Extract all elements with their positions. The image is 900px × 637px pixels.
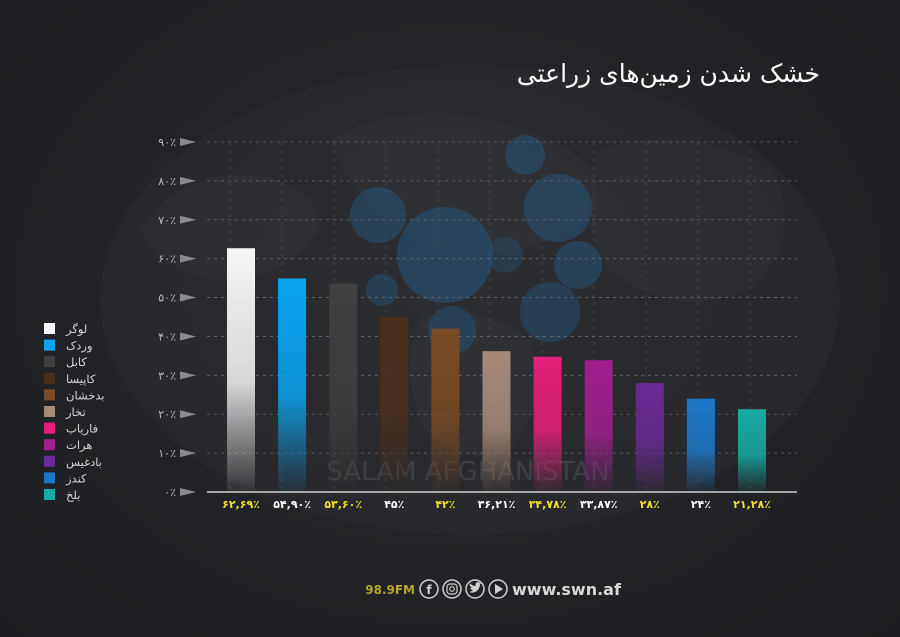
bars (227, 248, 766, 492)
y-tick-label: ۸۰٪ (158, 175, 176, 188)
bar-3 (329, 283, 358, 492)
y-tick-label: ۷۰٪ (158, 214, 176, 227)
radio-frequency: 98.9FM (365, 583, 415, 597)
y-tick-arrow (180, 254, 196, 263)
bar-2 (278, 278, 307, 492)
y-tick-arrow (180, 293, 196, 302)
y-tick-label: ۰٪ (164, 486, 176, 499)
bar-7 (533, 356, 562, 492)
y-tick-label: ۳۰٪ (158, 369, 176, 382)
bar-11 (738, 409, 766, 492)
legend-swatch (44, 472, 55, 484)
legend-swatch (44, 422, 55, 434)
legend-label: تخار (65, 405, 86, 420)
facebook-icon[interactable]: f (419, 579, 439, 599)
y-tick-arrow (180, 410, 196, 419)
y-tick-label: ۵۰٪ (158, 292, 176, 305)
value-label: ۳۴,۷۸٪ (529, 498, 567, 511)
legend-item: تخار (44, 405, 86, 420)
value-label: ۳۶,۲۱٪ (478, 498, 516, 511)
legend-swatch (44, 372, 55, 384)
legend-swatch (44, 339, 55, 351)
value-label: ۲۴٪ (691, 498, 711, 511)
legend-swatch (44, 489, 55, 500)
footer: 98.9FM f www.swn.af (365, 579, 622, 599)
value-label: ۵۴,۹۰٪ (273, 498, 311, 511)
bar-6 (482, 351, 511, 492)
bar-8 (584, 360, 613, 492)
value-label: ۶۲,۶۹٪ (222, 498, 260, 511)
bar-1 (227, 248, 255, 492)
value-labels: ۶۲,۶۹٪ ۵۴,۹۰٪ ۵۳,۶۰٪ ۴۵٪ ۴۲٪ ۳۶,۲۱٪ ۳۴,۷۸٪ ۳۳,۸… (222, 498, 771, 511)
legend-item: کابل (44, 355, 87, 369)
twitter-icon[interactable] (465, 579, 485, 599)
legend-item: کندز (44, 471, 87, 486)
legend-item: وردک (44, 339, 93, 354)
y-tick-arrow (180, 138, 196, 146)
y-tick-arrow (180, 176, 196, 185)
value-label: ۴۲٪ (435, 498, 455, 511)
value-label: ۴۵٪ (384, 498, 404, 511)
legend-label: لوگر (65, 322, 87, 337)
legend-item: لوگر (44, 322, 87, 337)
bar-9 (635, 383, 664, 492)
website-link[interactable]: www.swn.af (512, 580, 622, 599)
y-axis: ۰٪ ۱۰٪ ۲۰٪ ۳۰٪ ۴۰٪ ۵۰٪ ۶۰٪ ۷۰٪ ۸۰٪ ۹۰٪ (158, 136, 196, 499)
legend-item: بلخ (44, 488, 80, 502)
bar-4 (380, 317, 409, 492)
y-tick-label: ۴۰٪ (158, 330, 176, 343)
legend-label: کاپیسا (66, 372, 96, 386)
legend-item: هرات (44, 438, 92, 453)
y-tick-label: ۱۰٪ (158, 447, 176, 460)
y-tick-arrow (180, 371, 196, 380)
y-tick-arrow (180, 215, 196, 224)
watermark-text: SALAM AFGHANISTAN (326, 457, 609, 487)
legend-label: بلخ (66, 488, 80, 502)
svg-text:f: f (426, 583, 432, 597)
youtube-icon[interactable] (488, 579, 508, 599)
chart-title: خشک شدن زمین‌های زراعتی (517, 59, 820, 88)
legend-label: فاریاب (66, 422, 98, 437)
value-label: ۲۱,۲۸٪ (733, 498, 771, 511)
legend-item: کاپیسا (44, 372, 96, 386)
legend-swatch (44, 389, 55, 401)
legend-label: کابل (66, 355, 87, 369)
y-tick-arrow (180, 449, 196, 458)
legend-item: بادغیس (44, 455, 102, 470)
value-label: ۳۳,۸۷٪ (580, 498, 618, 511)
legend-label: بادغیس (66, 455, 102, 470)
legend-swatch (44, 406, 55, 417)
legend-label: هرات (66, 438, 92, 453)
legend-swatch (44, 323, 55, 334)
instagram-icon[interactable] (442, 579, 462, 599)
legend-swatch (44, 455, 55, 467)
y-tick-arrow (180, 488, 196, 496)
bubble-decoration (350, 135, 602, 354)
value-label: ۵۳,۶۰٪ (324, 498, 362, 511)
y-tick-label: ۲۰٪ (158, 408, 176, 421)
legend-item: فاریاب (44, 422, 98, 437)
y-tick-label: ۶۰٪ (158, 253, 176, 266)
legend-label: کندز (65, 471, 87, 486)
legend-swatch (44, 439, 55, 451)
legend-label: وردک (66, 339, 93, 354)
y-tick-arrow (180, 332, 196, 341)
legend-swatch (44, 356, 55, 368)
value-label: ۲۸٪ (640, 498, 660, 511)
legend-item: بدخشان (44, 388, 105, 402)
bar-5 (431, 328, 460, 492)
bar-10 (686, 398, 715, 492)
legend-label: بدخشان (66, 388, 105, 402)
y-tick-label: ۹۰٪ (158, 136, 176, 149)
